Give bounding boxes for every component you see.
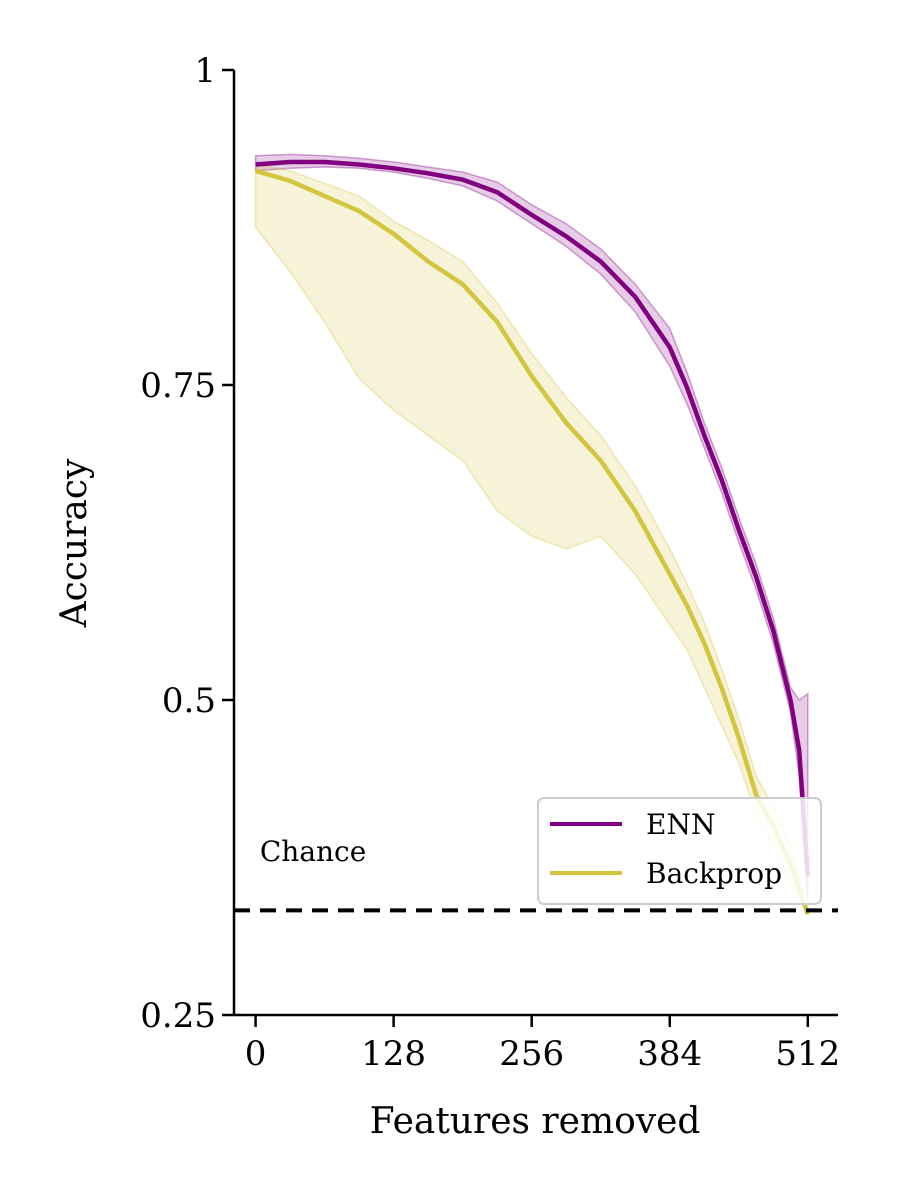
y-tick-label: 1 xyxy=(194,51,216,91)
x-tick-label: 384 xyxy=(637,1034,702,1074)
y-tick-label: 0.25 xyxy=(140,996,216,1036)
series-lines xyxy=(254,159,811,915)
chance-annotation: Chance xyxy=(260,835,366,868)
y-ticks: 0.25 0.5 0.75 1 xyxy=(140,51,234,1036)
x-ticks: 0 128 256 384 512 xyxy=(245,1015,840,1074)
series-line-backprop xyxy=(254,168,810,915)
x-axis-label: Features removed xyxy=(370,1101,701,1142)
y-tick-label: 0.5 xyxy=(162,681,216,721)
series-line-enn xyxy=(255,159,811,877)
y-tick-label: 0.75 xyxy=(140,366,216,406)
axes: 0 128 256 384 512 0.25 0.5 0.75 1 xyxy=(140,51,840,1074)
legend-label-enn: ENN xyxy=(646,808,715,841)
y-axis-label: Accuracy xyxy=(54,458,95,628)
legend: ENN Backprop xyxy=(537,797,822,905)
x-tick-label: 0 xyxy=(245,1034,267,1074)
x-tick-label: 128 xyxy=(361,1034,426,1074)
x-tick-label: 256 xyxy=(499,1034,564,1074)
x-tick-label: 512 xyxy=(775,1034,840,1074)
legend-label-backprop: Backprop xyxy=(646,857,782,890)
